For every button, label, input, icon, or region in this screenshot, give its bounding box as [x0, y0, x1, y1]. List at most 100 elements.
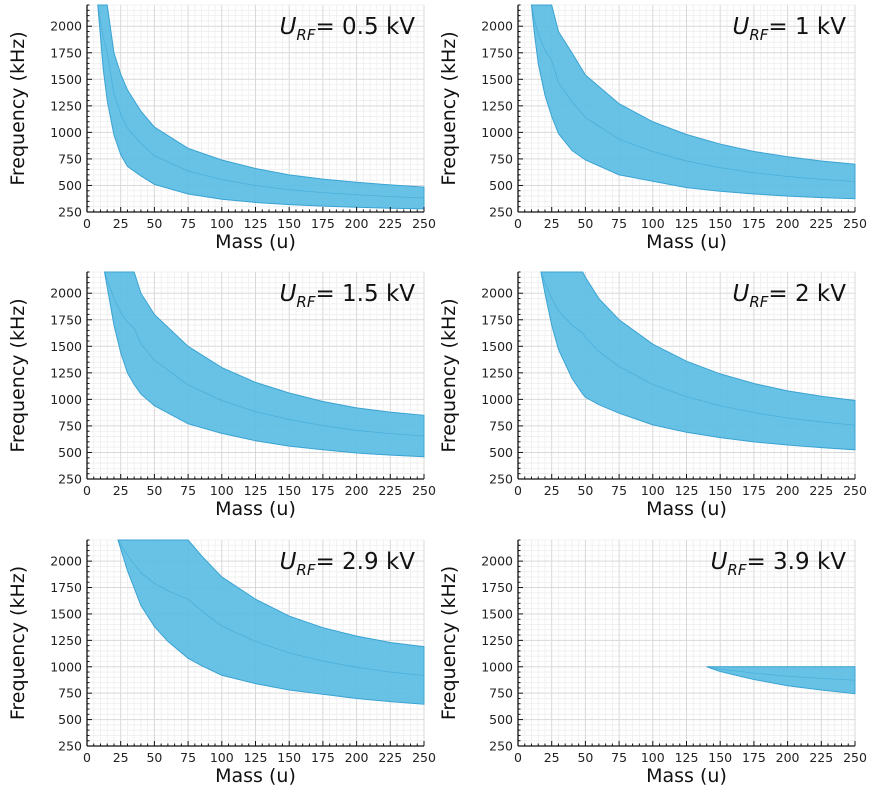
panel-label-value: = 3.9 kV — [746, 549, 846, 575]
x-tick-label: 50 — [577, 483, 593, 498]
panel-label-value: = 2.9 kV — [315, 549, 415, 575]
x-axis-title: Mass (u) — [646, 231, 727, 253]
y-tick-label: 1250 — [50, 633, 82, 648]
x-tick-label: 250 — [843, 750, 867, 765]
x-tick-label: 125 — [675, 216, 699, 231]
x-axis-title: Mass (u) — [215, 765, 296, 787]
x-tick-label: 200 — [776, 483, 800, 498]
y-tick-label: 250 — [489, 739, 513, 754]
panel-label-value: = 0.5 kV — [315, 14, 415, 40]
panel-label-sub: RF — [749, 293, 768, 311]
x-tick-label: 175 — [311, 483, 335, 498]
x-tick-label: 50 — [577, 216, 593, 231]
x-tick-label: 25 — [544, 483, 560, 498]
panel-label: URF= 3.9 kV — [711, 549, 847, 579]
y-axis-title: Frequency (kHz) — [7, 298, 29, 452]
y-tick-label: 250 — [58, 205, 82, 220]
y-tick-label: 750 — [489, 151, 513, 166]
y-tick-label: 1000 — [481, 659, 513, 674]
y-tick-label: 750 — [489, 686, 513, 701]
panel-label-var: U — [280, 549, 297, 575]
x-tick-label: 150 — [708, 216, 732, 231]
x-tick-label: 250 — [843, 483, 867, 498]
x-tick-label: 50 — [146, 216, 162, 231]
x-tick-label: 50 — [146, 483, 162, 498]
x-tick-label: 75 — [180, 216, 196, 231]
x-axis-title: Mass (u) — [215, 498, 296, 520]
x-tick-label: 150 — [708, 750, 732, 765]
y-tick-label: 500 — [58, 712, 82, 727]
x-tick-label: 100 — [641, 216, 665, 231]
x-tick-label: 100 — [210, 483, 234, 498]
x-tick-label: 225 — [809, 483, 833, 498]
y-tick-label: 2000 — [50, 19, 82, 34]
y-tick-label: 1500 — [481, 72, 513, 87]
x-tick-label: 25 — [544, 750, 560, 765]
panel-label-var: U — [711, 549, 728, 575]
panel-label-var: U — [280, 281, 297, 307]
panel-label: URF= 1 kV — [733, 14, 847, 44]
y-tick-label: 2000 — [50, 286, 82, 301]
x-tick-label: 125 — [675, 483, 699, 498]
x-tick-label: 175 — [742, 216, 766, 231]
x-tick-label: 25 — [113, 216, 129, 231]
x-tick-label: 25 — [544, 216, 560, 231]
chart-panel-1: 0 25 50 75 100 125 150 175 200 225 250 250 500 750 100… — [7, 4, 436, 253]
y-axis-title: Frequency (kHz) — [438, 566, 460, 720]
x-tick-label: 0 — [514, 216, 522, 231]
x-tick-label: 75 — [180, 483, 196, 498]
y-axis-title: Frequency (kHz) — [438, 298, 460, 452]
x-tick-label: 250 — [412, 483, 436, 498]
x-tick-label: 100 — [641, 750, 665, 765]
x-tick-label: 75 — [180, 750, 196, 765]
panel-label-var: U — [733, 281, 750, 307]
x-tick-label: 150 — [277, 216, 301, 231]
x-tick-label: 50 — [577, 750, 593, 765]
chart-panel-6: 0 25 50 75 100 125 150 175 200 225 250 250 500 750 100… — [438, 539, 867, 787]
y-tick-label: 1000 — [481, 392, 513, 407]
y-axis-title: Frequency (kHz) — [438, 31, 460, 185]
y-tick-label: 500 — [58, 445, 82, 460]
panel-label: URF= 1.5 kV — [280, 281, 416, 311]
x-tick-label: 150 — [277, 750, 301, 765]
y-tick-label: 250 — [58, 472, 82, 487]
panel-label-value: = 2 kV — [768, 281, 846, 307]
x-tick-label: 175 — [742, 750, 766, 765]
x-tick-label: 100 — [210, 750, 234, 765]
y-tick-label: 1500 — [50, 339, 82, 354]
y-tick-label: 2000 — [481, 554, 513, 569]
y-tick-label: 1000 — [50, 659, 82, 674]
x-tick-label: 225 — [809, 750, 833, 765]
band-center-line — [531, 4, 856, 182]
stability-band — [97, 4, 425, 210]
y-tick-label: 1500 — [481, 339, 513, 354]
y-tick-label: 1250 — [481, 98, 513, 113]
panel-label-sub: RF — [296, 561, 315, 579]
x-tick-label: 200 — [345, 483, 369, 498]
y-tick-label: 500 — [489, 178, 513, 193]
panel-label-value: = 1.5 kV — [315, 281, 415, 307]
x-tick-label: 75 — [611, 750, 627, 765]
band-center-line — [104, 271, 425, 437]
y-tick-label: 1500 — [50, 606, 82, 621]
y-tick-label: 1750 — [481, 312, 513, 327]
y-tick-label: 1500 — [481, 606, 513, 621]
panel-label-var: U — [280, 14, 297, 40]
chart-panel-2: 0 25 50 75 100 125 150 175 200 225 250 250 500 750 100… — [438, 4, 867, 253]
y-tick-label: 2000 — [481, 19, 513, 34]
x-tick-label: 0 — [514, 750, 522, 765]
x-tick-label: 200 — [776, 750, 800, 765]
y-tick-label: 1500 — [50, 72, 82, 87]
x-tick-label: 225 — [809, 216, 833, 231]
x-tick-label: 250 — [412, 216, 436, 231]
band-center-line — [540, 271, 856, 426]
x-tick-label: 250 — [843, 216, 867, 231]
panel-label-sub: RF — [749, 26, 768, 44]
x-tick-label: 175 — [742, 483, 766, 498]
y-tick-label: 1250 — [50, 365, 82, 380]
x-tick-label: 125 — [244, 750, 268, 765]
x-tick-label: 175 — [311, 216, 335, 231]
x-tick-label: 200 — [345, 216, 369, 231]
panel-label-var: U — [733, 14, 750, 40]
